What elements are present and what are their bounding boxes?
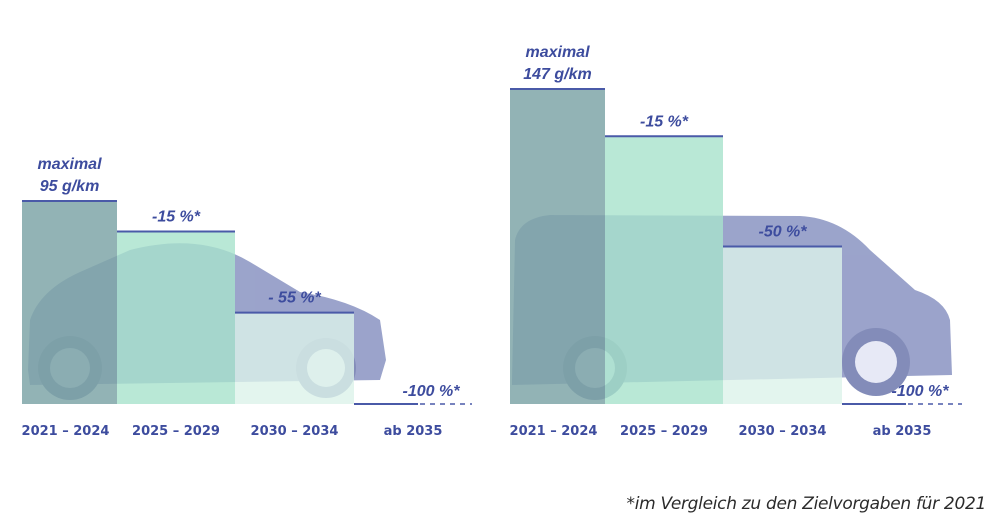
bar: [723, 246, 842, 404]
category-label: 2030 – 2034: [251, 424, 339, 439]
category-label: ab 2035: [384, 424, 443, 439]
category-label: 2025 – 2029: [620, 424, 708, 439]
data-label: 147 g/km: [523, 66, 591, 83]
data-label: 95 g/km: [40, 178, 100, 195]
category-label: 2021 – 2024: [510, 424, 598, 439]
category-label: 2025 – 2029: [132, 424, 220, 439]
bar: [605, 136, 723, 404]
category-label: 2021 – 2024: [22, 424, 110, 439]
category-label: ab 2035: [873, 424, 932, 439]
footnote: *im Vergleich zu den Zielvorgaben für 20…: [626, 494, 987, 514]
bar: [235, 312, 354, 404]
data-label: -15 %*: [152, 208, 201, 225]
data-label: -100 %*: [892, 383, 950, 400]
data-label: -50 %*: [758, 224, 807, 241]
data-label: - 55 %*: [268, 290, 321, 307]
data-label: maximal: [37, 156, 102, 173]
data-label: -100 %*: [403, 383, 461, 400]
data-label: maximal: [525, 44, 590, 61]
category-label: 2030 – 2034: [739, 424, 827, 439]
bar: [117, 231, 235, 404]
data-label: -15 %*: [640, 113, 689, 130]
bar: [22, 201, 117, 404]
bar: [510, 89, 605, 404]
